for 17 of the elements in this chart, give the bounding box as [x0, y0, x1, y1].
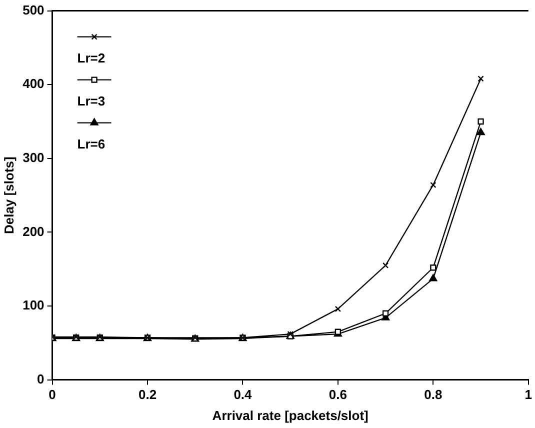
x-tick-label: 0	[48, 387, 56, 402]
x-tick-label: 0.2	[138, 387, 157, 402]
y-tick-label: 100	[22, 298, 44, 313]
y-tick-label: 0	[37, 371, 44, 386]
x-tick-label: 0.4	[234, 387, 253, 402]
y-tick-label: 500	[22, 2, 44, 18]
y-tick-label: 400	[22, 76, 44, 92]
y-tick-label: 200	[22, 224, 44, 239]
x-tick-label: 0.8	[424, 387, 442, 402]
y-tick-label: 300	[22, 150, 44, 165]
y-axis-title: Delay [slots]	[1, 156, 16, 234]
x-tick-label: 1	[524, 387, 532, 402]
x-axis-title: Arrival rate [packets/slot]	[212, 408, 368, 423]
legend-label: Lr=6	[77, 136, 106, 152]
legend-label: Lr=3	[77, 93, 106, 108]
x-tick-label: 0.6	[328, 387, 347, 402]
legend-label: Lr=2	[77, 50, 106, 66]
